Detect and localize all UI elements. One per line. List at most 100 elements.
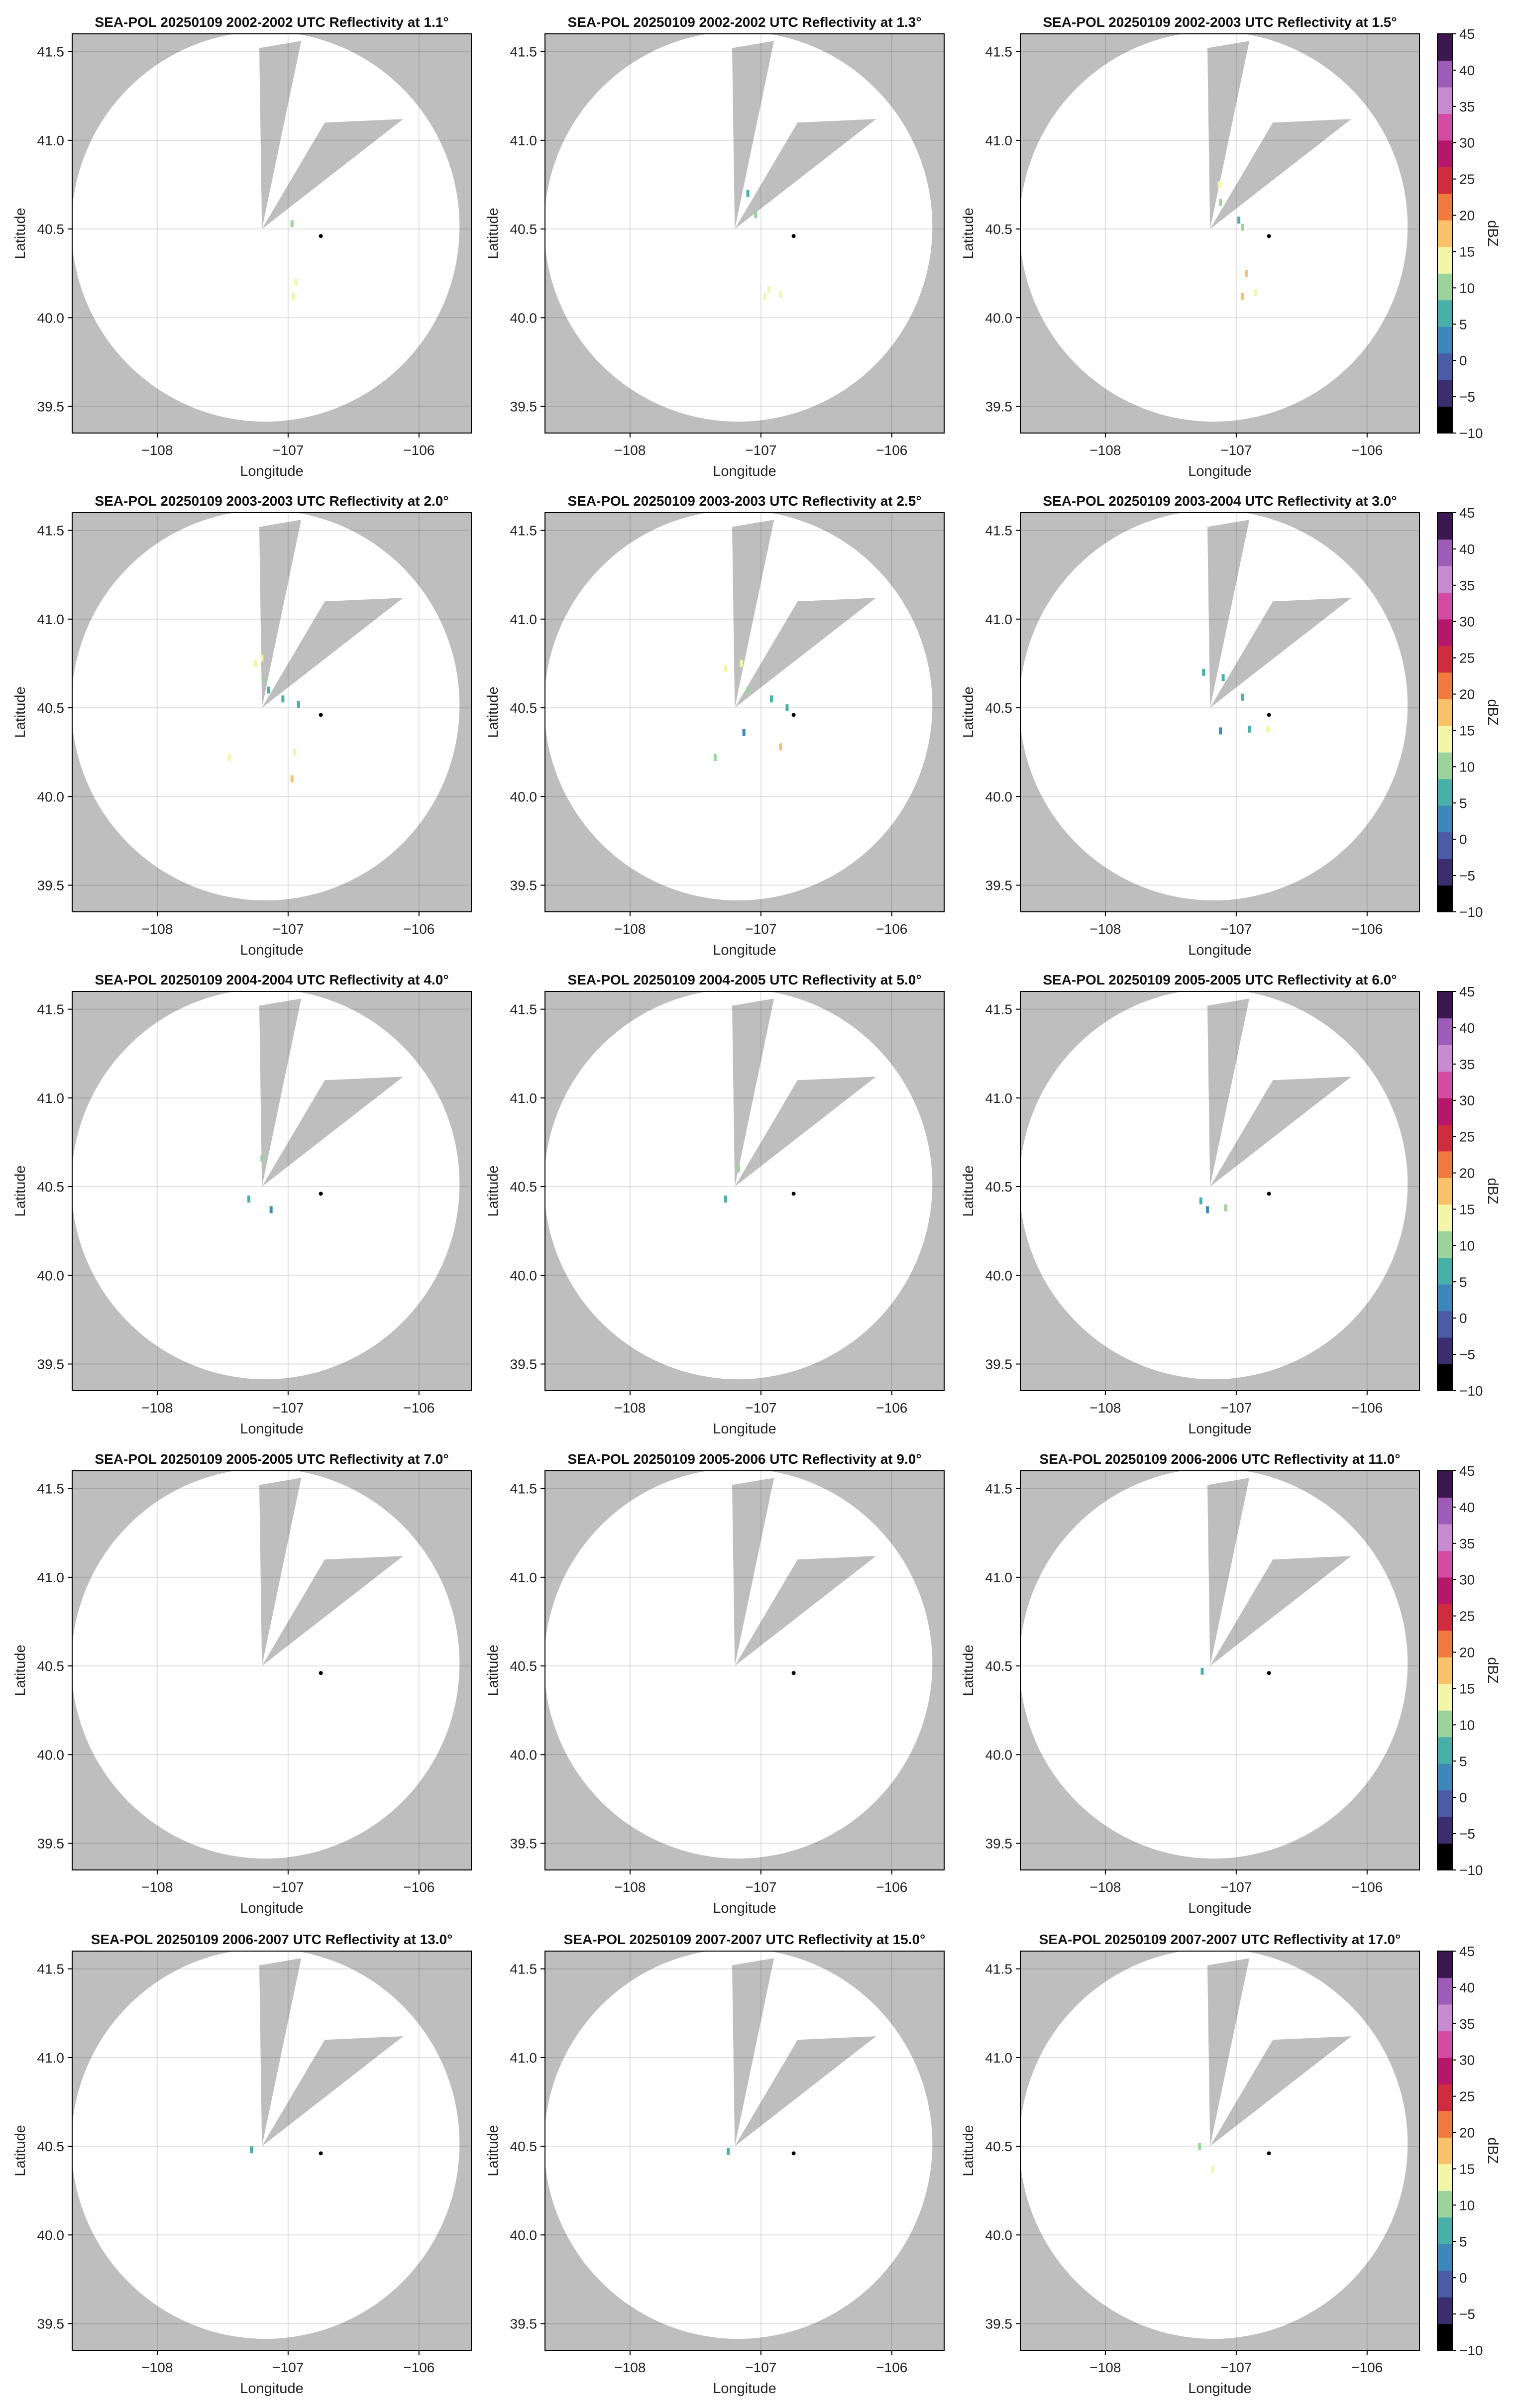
y-tick-label: 39.5 — [37, 2316, 65, 2332]
colorbar-segment — [1437, 87, 1452, 114]
blocked-sector — [259, 1478, 302, 1666]
colorbar-tick-label: 35 — [1459, 578, 1475, 593]
y-tick-label: 41.5 — [985, 44, 1013, 60]
x-tick-label: −106 — [1351, 2360, 1383, 2375]
colorbar-segment — [1437, 513, 1452, 540]
x-tick-label: −106 — [876, 1879, 907, 1895]
y-tick-label: 41.0 — [37, 1570, 65, 1585]
x-tick-label: −106 — [403, 1879, 434, 1895]
colorbar-segment — [1437, 34, 1452, 61]
y-axis-label: Latitude — [485, 686, 501, 738]
x-tick-label: −107 — [272, 921, 304, 937]
site-marker — [319, 2151, 323, 2156]
colorbar-tick-label: 30 — [1459, 1572, 1475, 1588]
x-tick-label: −108 — [1089, 442, 1121, 458]
radar-panel: −108 −107 −106 39.5 40.0 40.5 41.0 41.5 SEA-POL … — [12, 14, 472, 479]
colorbar-segment — [1437, 2270, 1452, 2298]
site-marker — [791, 1192, 796, 1196]
echo-point — [250, 2146, 253, 2154]
panel-title: SEA-POL 20250109 2006-2006 UTC Reflectiv… — [1039, 1451, 1400, 1467]
site-marker — [1267, 713, 1271, 717]
echo-point — [746, 190, 750, 197]
panel-title: SEA-POL 20250109 2003-2003 UTC Reflectiv… — [567, 493, 921, 509]
y-axis-label: Latitude — [961, 2125, 976, 2176]
y-tick-label: 39.5 — [985, 1357, 1013, 1372]
colorbar-segment — [1437, 832, 1452, 859]
x-tick-label: −108 — [1089, 2360, 1121, 2375]
blocked-sector — [732, 1478, 774, 1666]
site-marker — [319, 234, 323, 238]
blocked-sector — [732, 41, 774, 229]
colorbar-label: dBZ — [1485, 1178, 1501, 1204]
x-tick-label: −107 — [745, 1400, 776, 1416]
x-axis-label: Longitude — [713, 942, 776, 958]
colorbar-tick-label: 15 — [1459, 723, 1475, 738]
x-tick-label: −108 — [1089, 1879, 1121, 1895]
axes-frame — [544, 1470, 945, 1870]
y-tick-label: 40.5 — [37, 1658, 65, 1674]
colorbar-label: dBZ — [1485, 1657, 1501, 1683]
y-axis-label: Latitude — [12, 1644, 28, 1696]
x-tick-label: −106 — [403, 442, 434, 458]
y-axis-label: Latitude — [485, 1644, 501, 1696]
blocked-sector — [1210, 1077, 1352, 1187]
colorbar-tick-label: 15 — [1459, 1681, 1475, 1696]
colorbar-segment — [1437, 619, 1452, 646]
x-axis-label: Longitude — [713, 463, 776, 479]
echo-point — [1241, 293, 1245, 300]
x-tick-label: −106 — [403, 1400, 434, 1416]
colorbar-tick-label: 25 — [1459, 172, 1475, 187]
site-marker — [1267, 1671, 1271, 1675]
colorbar-segment — [1437, 1044, 1452, 1072]
x-axis-label: Longitude — [240, 1900, 303, 1916]
panel-title: SEA-POL 20250109 2004-2005 UTC Reflectiv… — [567, 972, 921, 987]
colorbar-tick-label: 40 — [1459, 1500, 1475, 1515]
radar-panel: −108 −107 −106 39.5 40.0 40.5 41.0 41.5 SEA-POL … — [961, 972, 1420, 1437]
colorbar-segment — [1437, 2323, 1452, 2351]
colorbar-tick-label: −5 — [1459, 1347, 1475, 1362]
axes-frame — [1020, 33, 1420, 434]
y-tick-label: 40.5 — [510, 1179, 538, 1195]
colorbar-segment — [1437, 1071, 1452, 1098]
echo-point — [1221, 674, 1225, 681]
y-axis-label: Latitude — [961, 208, 976, 259]
y-tick-label: 40.5 — [37, 700, 65, 716]
y-tick-label: 41.5 — [37, 1962, 65, 1977]
echo-point — [294, 279, 298, 286]
colorbar-segment — [1437, 273, 1452, 301]
panel-title: SEA-POL 20250109 2006-2007 UTC Reflectiv… — [91, 1932, 453, 1947]
panel-title: SEA-POL 20250109 2002-2002 UTC Reflectiv… — [567, 14, 921, 30]
x-tick-label: −108 — [1089, 921, 1121, 937]
colorbar-tick-label: −10 — [1459, 904, 1483, 920]
x-tick-label: −107 — [745, 921, 776, 937]
colorbar-tick-label: 5 — [1459, 1274, 1467, 1290]
colorbar-frame — [1437, 1951, 1453, 2351]
y-tick-label: 40.5 — [510, 700, 538, 716]
echo-point — [1200, 1667, 1204, 1675]
radar-panel: −108 −107 −106 39.5 40.0 40.5 41.0 41.5 SEA-POL … — [12, 1932, 472, 2397]
colorbar-segment — [1437, 167, 1452, 194]
axes-frame — [72, 991, 472, 1391]
radar-panel: −108 −107 −106 39.5 40.0 40.5 41.0 41.5 SEA-POL … — [485, 14, 945, 479]
panel-title: SEA-POL 20250109 2002-2002 UTC Reflectiv… — [95, 14, 448, 30]
colorbar-tick-label: 25 — [1459, 2089, 1475, 2104]
y-tick-label: 41.0 — [37, 1091, 65, 1106]
blocked-sector — [1207, 1478, 1250, 1666]
x-tick-label: −107 — [272, 2360, 304, 2375]
site-marker — [319, 1192, 323, 1196]
y-tick-label: 41.5 — [37, 523, 65, 539]
x-axis-label: Longitude — [240, 2381, 303, 2397]
colorbar-segment — [1437, 1497, 1452, 1525]
x-tick-label: −108 — [141, 1400, 173, 1416]
colorbar-segment — [1437, 300, 1452, 327]
y-axis-label: Latitude — [961, 1644, 976, 1696]
y-tick-label: 40.0 — [985, 1268, 1013, 1283]
site-marker — [1267, 1192, 1271, 1196]
site-marker — [791, 1671, 796, 1675]
colorbar-segment — [1437, 778, 1452, 806]
y-tick-label: 40.5 — [37, 1179, 65, 1195]
colorbar-segment — [1437, 1311, 1452, 1338]
colorbar-segment — [1437, 805, 1452, 833]
axes-frame — [1020, 512, 1420, 912]
